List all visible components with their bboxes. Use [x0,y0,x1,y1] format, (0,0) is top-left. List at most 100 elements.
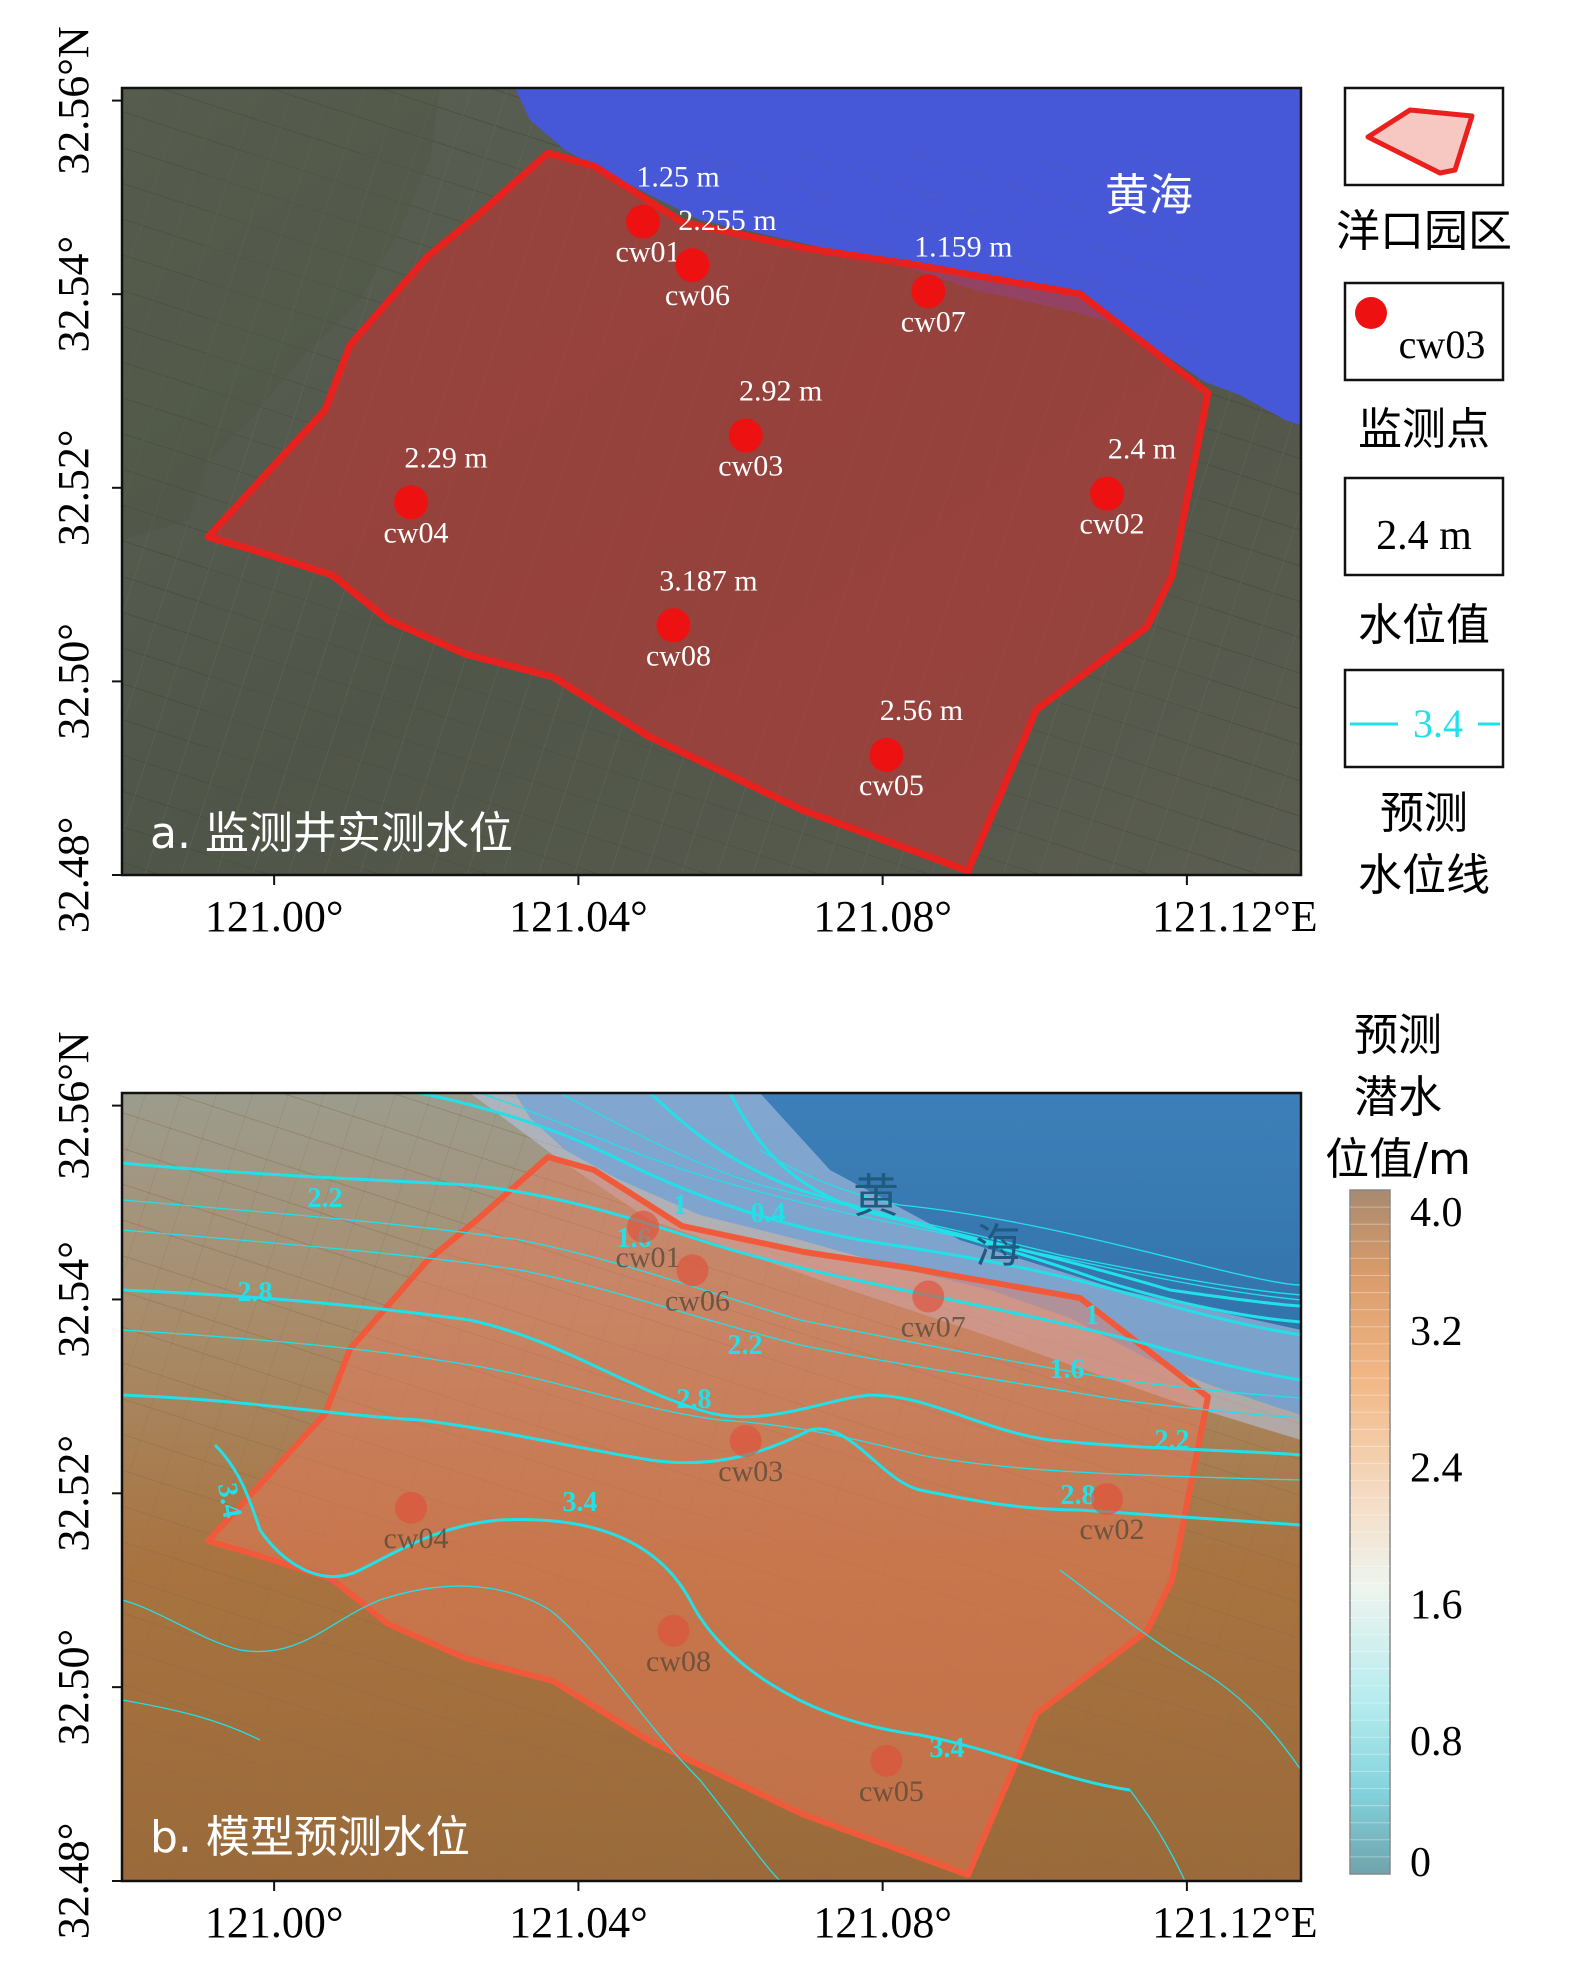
colorbar-title-3: 位值/m [1325,1134,1471,1185]
well-id-cw04: cw04 [384,516,449,549]
legend-value-box [1343,476,1505,577]
legend-point-label: 监测点 [1358,404,1490,455]
contour-labels: 2.22.811.60.42.22.811.62.22.83.43.43.4 [211,1183,1189,1764]
colorbar-tick-label: 0.8 [1410,1719,1463,1765]
contour-label: 1 [1085,1300,1099,1331]
legend-park-label: 洋口园区 [1336,206,1512,257]
panel-b-frame [120,1091,1303,1883]
well-id-b-cw07: cw07 [901,1311,966,1344]
well-value-cw03: 2.92 m [739,375,822,408]
colorbar-tick-label: 3.2 [1410,1309,1463,1355]
well-id-b-cw06: cw06 [665,1284,730,1317]
colorbar-tick-label: 2.4 [1410,1446,1463,1492]
well-marker-cw02 [1090,476,1125,511]
contour-label: 3.4 [211,1481,248,1521]
well-id-cw05: cw05 [859,769,924,802]
colorbar-tick-label: 0 [1410,1840,1431,1886]
y-tick-label: 32.48° [49,1823,98,1940]
x-tick-label: 121.12°E [1152,892,1317,941]
legend-line-label-1: 预测 [1380,788,1468,839]
well-value-cw01: 1.25 m [636,161,719,194]
y-tick-label: 32.56°N [49,26,98,174]
well-marker-b-cw04 [395,1491,428,1524]
legend-a: 洋口园区 cw03 监测点 2.4 m 水位值 3.4 预测 水位线 [1336,86,1512,901]
colorbar-title-1: 预测 [1354,1010,1442,1061]
legend-value-example: 2.4 m [1376,513,1472,559]
y-tick-label: 32.52° [49,1435,98,1552]
contour-label: 2.2 [1155,1425,1190,1456]
park-symbol-icon [1365,107,1475,176]
y-tick-label: 32.52° [49,429,98,546]
well-value-cw04: 2.29 m [404,441,487,474]
well-id-b-cw02: cw02 [1080,1513,1145,1546]
legend-line-label-2: 水位线 [1358,850,1490,901]
x-tick-label: 121.00° [205,1898,344,1947]
contour-label: 3.4 [930,1733,965,1764]
x-tick-label: 121.04° [509,1898,648,1947]
well-id-b-cw04: cw04 [384,1522,449,1555]
x-tick-label: 121.08° [813,1898,952,1947]
legend-point-example: cw03 [1399,322,1486,367]
panel-b-label: b. 模型预测水位 [150,1812,470,1863]
x-tick-label: 121.08° [813,892,952,941]
contour-label: 1.6 [1050,1354,1085,1385]
well-id-b-cw03: cw03 [718,1455,783,1488]
well-marker-b-cw01 [627,1210,660,1243]
contour-label: 2.2 [308,1183,343,1214]
well-marker-cw05 [869,737,904,772]
well-marker-cw03 [728,418,763,453]
well-marker-b-cw06 [676,1254,709,1287]
well-value-cw05: 2.56 m [880,694,963,727]
well-id-b-cw08: cw08 [646,1645,711,1678]
colorbar-tick-label: 1.6 [1410,1582,1463,1628]
colorbar-ramp [1349,1189,1391,1875]
well-marker-b-cw03 [729,1424,762,1457]
yangkou-park-outline-b [205,1154,1211,1878]
well-marker-cw01 [626,204,661,239]
well-id-cw01: cw01 [616,236,681,269]
well-value-cw08: 3.187 m [659,564,757,597]
contour-label: 2.8 [1061,1480,1096,1511]
sea-label-b-1: 黄 [853,1169,899,1223]
well-id-cw03: cw03 [718,450,783,483]
well-value-cw06: 2.255 m [678,204,776,237]
well-id-cw07: cw07 [901,305,966,338]
well-symbol-icon [1355,297,1387,329]
sea-label-b-2: 海 [975,1219,1021,1273]
well-marker-cw06 [675,248,710,283]
well-marker-b-cw05 [870,1744,903,1777]
x-tick-label: 121.00° [205,892,344,941]
well-marker-cw04 [394,485,429,520]
colorbar-tick-label: 4.0 [1410,1190,1463,1236]
contour-label: 0.4 [751,1198,786,1229]
colorbar: 预测 潜水 位值/m 4.0 3.2 2.4 1.6 0.8 0 [1325,1010,1471,1886]
x-tick-label: 121.12°E [1152,1898,1317,1947]
well-marker-b-cw07 [912,1280,945,1313]
legend-line-box [1343,668,1505,769]
y-tick-label: 32.54° [49,236,98,353]
sea-label-a: 黄海 [1105,170,1193,221]
well-id-cw08: cw08 [646,639,711,672]
legend-value-label: 水位值 [1358,600,1490,651]
contour-label: 3.4 [563,1487,598,1518]
well-marker-b-cw02 [1091,1483,1124,1516]
y-tick-label: 32.50° [49,1629,98,1746]
well-value-cw02: 2.4 m [1108,433,1176,466]
contour-lines [122,1093,1301,1881]
contour-label: 1 [673,1190,687,1221]
contour-label: 2.8 [677,1384,712,1415]
x-tick-label: 121.04° [509,892,648,941]
well-value-cw07: 1.159 m [914,230,1012,263]
well-marker-b-cw08 [657,1614,690,1647]
colorbar-ticks: 4.0 3.2 2.4 1.6 0.8 0 [1410,1190,1463,1886]
panel-a-frame [120,86,1303,877]
wells-b: cw01 cw06 cw07 cw03 cw04 cw02 cw08 cw05 [384,1210,1145,1808]
panel-b-map: 2.22.811.60.42.22.811.62.22.83.43.43.4 黄… [120,1091,1303,1883]
contour-label: 2.8 [238,1277,273,1308]
y-tick-label: 32.54° [49,1241,98,1358]
legend-line-example: 3.4 [1413,701,1463,746]
y-tick-label: 32.56°N [49,1031,98,1179]
well-marker-cw08 [656,608,691,643]
